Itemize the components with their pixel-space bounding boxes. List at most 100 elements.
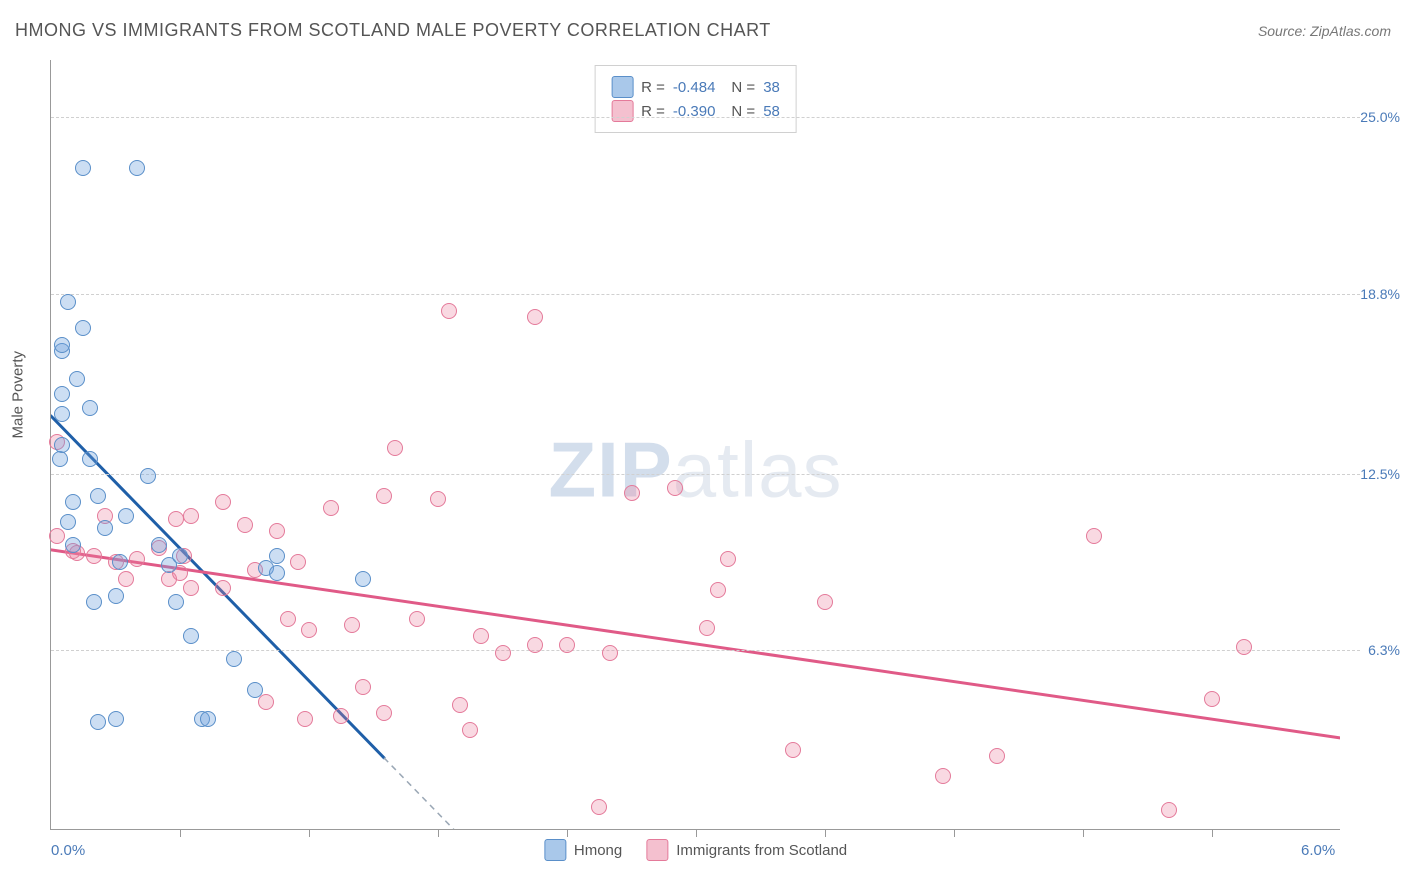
data-point-scotland [817, 594, 833, 610]
grid-line [51, 117, 1360, 118]
data-point-hmong [90, 488, 106, 504]
data-point-scotland [1161, 802, 1177, 818]
x-tick-label: 6.0% [1301, 842, 1335, 859]
data-point-scotland [473, 628, 489, 644]
correlation-legend: R = -0.484 N = 38 R = -0.390 N = 58 [594, 65, 797, 133]
data-point-scotland [1204, 691, 1220, 707]
data-point-hmong [183, 628, 199, 644]
data-point-scotland [559, 637, 575, 653]
data-point-hmong [200, 711, 216, 727]
data-point-hmong [65, 494, 81, 510]
data-point-hmong [75, 160, 91, 176]
x-tick [309, 829, 310, 837]
grid-line [51, 650, 1360, 651]
data-point-hmong [54, 337, 70, 353]
data-point-scotland [527, 637, 543, 653]
y-tick-label: 25.0% [1360, 109, 1400, 125]
x-tick [696, 829, 697, 837]
grid-line [51, 474, 1360, 475]
y-tick-label: 6.3% [1368, 642, 1400, 658]
data-point-hmong [54, 406, 70, 422]
legend-swatch-hmong [611, 76, 633, 98]
legend-item-scotland: Immigrants from Scotland [646, 839, 847, 861]
data-point-hmong [112, 554, 128, 570]
source-attribution: Source: ZipAtlas.com [1258, 23, 1391, 39]
data-point-scotland [215, 580, 231, 596]
data-point-scotland [387, 440, 403, 456]
data-point-hmong [129, 160, 145, 176]
data-point-scotland [989, 748, 1005, 764]
data-point-scotland [86, 548, 102, 564]
x-tick [825, 829, 826, 837]
data-point-scotland [183, 580, 199, 596]
data-point-hmong [355, 571, 371, 587]
x-tick [180, 829, 181, 837]
chart-title: HMONG VS IMMIGRANTS FROM SCOTLAND MALE P… [15, 20, 771, 41]
data-point-hmong [108, 711, 124, 727]
data-point-scotland [129, 551, 145, 567]
data-point-scotland [409, 611, 425, 627]
data-point-hmong [65, 537, 81, 553]
data-point-hmong [52, 451, 68, 467]
data-point-scotland [269, 523, 285, 539]
trend-lines-svg [51, 60, 1340, 829]
chart-plot-area: ZIPatlas R = -0.484 N = 38 R = -0.390 N … [50, 60, 1340, 830]
data-point-hmong [97, 520, 113, 536]
data-point-hmong [60, 294, 76, 310]
data-point-hmong [151, 537, 167, 553]
data-point-scotland [237, 517, 253, 533]
data-point-scotland [376, 488, 392, 504]
data-point-scotland [785, 742, 801, 758]
data-point-hmong [75, 320, 91, 336]
data-point-scotland [168, 511, 184, 527]
data-point-hmong [69, 371, 85, 387]
data-point-scotland [344, 617, 360, 633]
data-point-hmong [168, 594, 184, 610]
data-point-hmong [108, 588, 124, 604]
trend-line-scotland [51, 550, 1340, 738]
data-point-scotland [323, 500, 339, 516]
x-tick-label: 0.0% [51, 842, 85, 859]
data-point-scotland [527, 309, 543, 325]
legend-label-hmong: Hmong [574, 842, 622, 859]
legend-swatch-scotland [611, 100, 633, 122]
trend-line-hmong-dashed [384, 758, 481, 829]
x-tick [954, 829, 955, 837]
data-point-hmong [269, 548, 285, 564]
data-point-hmong [82, 400, 98, 416]
n-value-hmong: 38 [763, 79, 780, 96]
data-point-scotland [699, 620, 715, 636]
legend-row-scotland: R = -0.390 N = 58 [611, 100, 780, 122]
x-tick [1212, 829, 1213, 837]
data-point-scotland [495, 645, 511, 661]
data-point-scotland [280, 611, 296, 627]
data-point-hmong [60, 514, 76, 530]
y-tick-label: 12.5% [1360, 466, 1400, 482]
data-point-hmong [54, 437, 70, 453]
data-point-scotland [935, 768, 951, 784]
data-point-hmong [226, 651, 242, 667]
data-point-hmong [118, 508, 134, 524]
r-value-hmong: -0.484 [673, 79, 716, 96]
data-point-scotland [183, 508, 199, 524]
data-point-scotland [624, 485, 640, 501]
data-point-scotland [301, 622, 317, 638]
data-point-scotland [355, 679, 371, 695]
series-legend: Hmong Immigrants from Scotland [544, 839, 847, 861]
data-point-hmong [247, 682, 263, 698]
watermark: ZIPatlas [548, 425, 842, 516]
data-point-scotland [290, 554, 306, 570]
data-point-hmong [172, 548, 188, 564]
data-point-scotland [376, 705, 392, 721]
data-point-scotland [667, 480, 683, 496]
data-point-hmong [90, 714, 106, 730]
data-point-hmong [140, 468, 156, 484]
x-tick [567, 829, 568, 837]
data-point-scotland [602, 645, 618, 661]
data-point-scotland [720, 551, 736, 567]
data-point-scotland [297, 711, 313, 727]
data-point-scotland [591, 799, 607, 815]
data-point-scotland [441, 303, 457, 319]
grid-line [51, 294, 1360, 295]
data-point-scotland [1236, 639, 1252, 655]
